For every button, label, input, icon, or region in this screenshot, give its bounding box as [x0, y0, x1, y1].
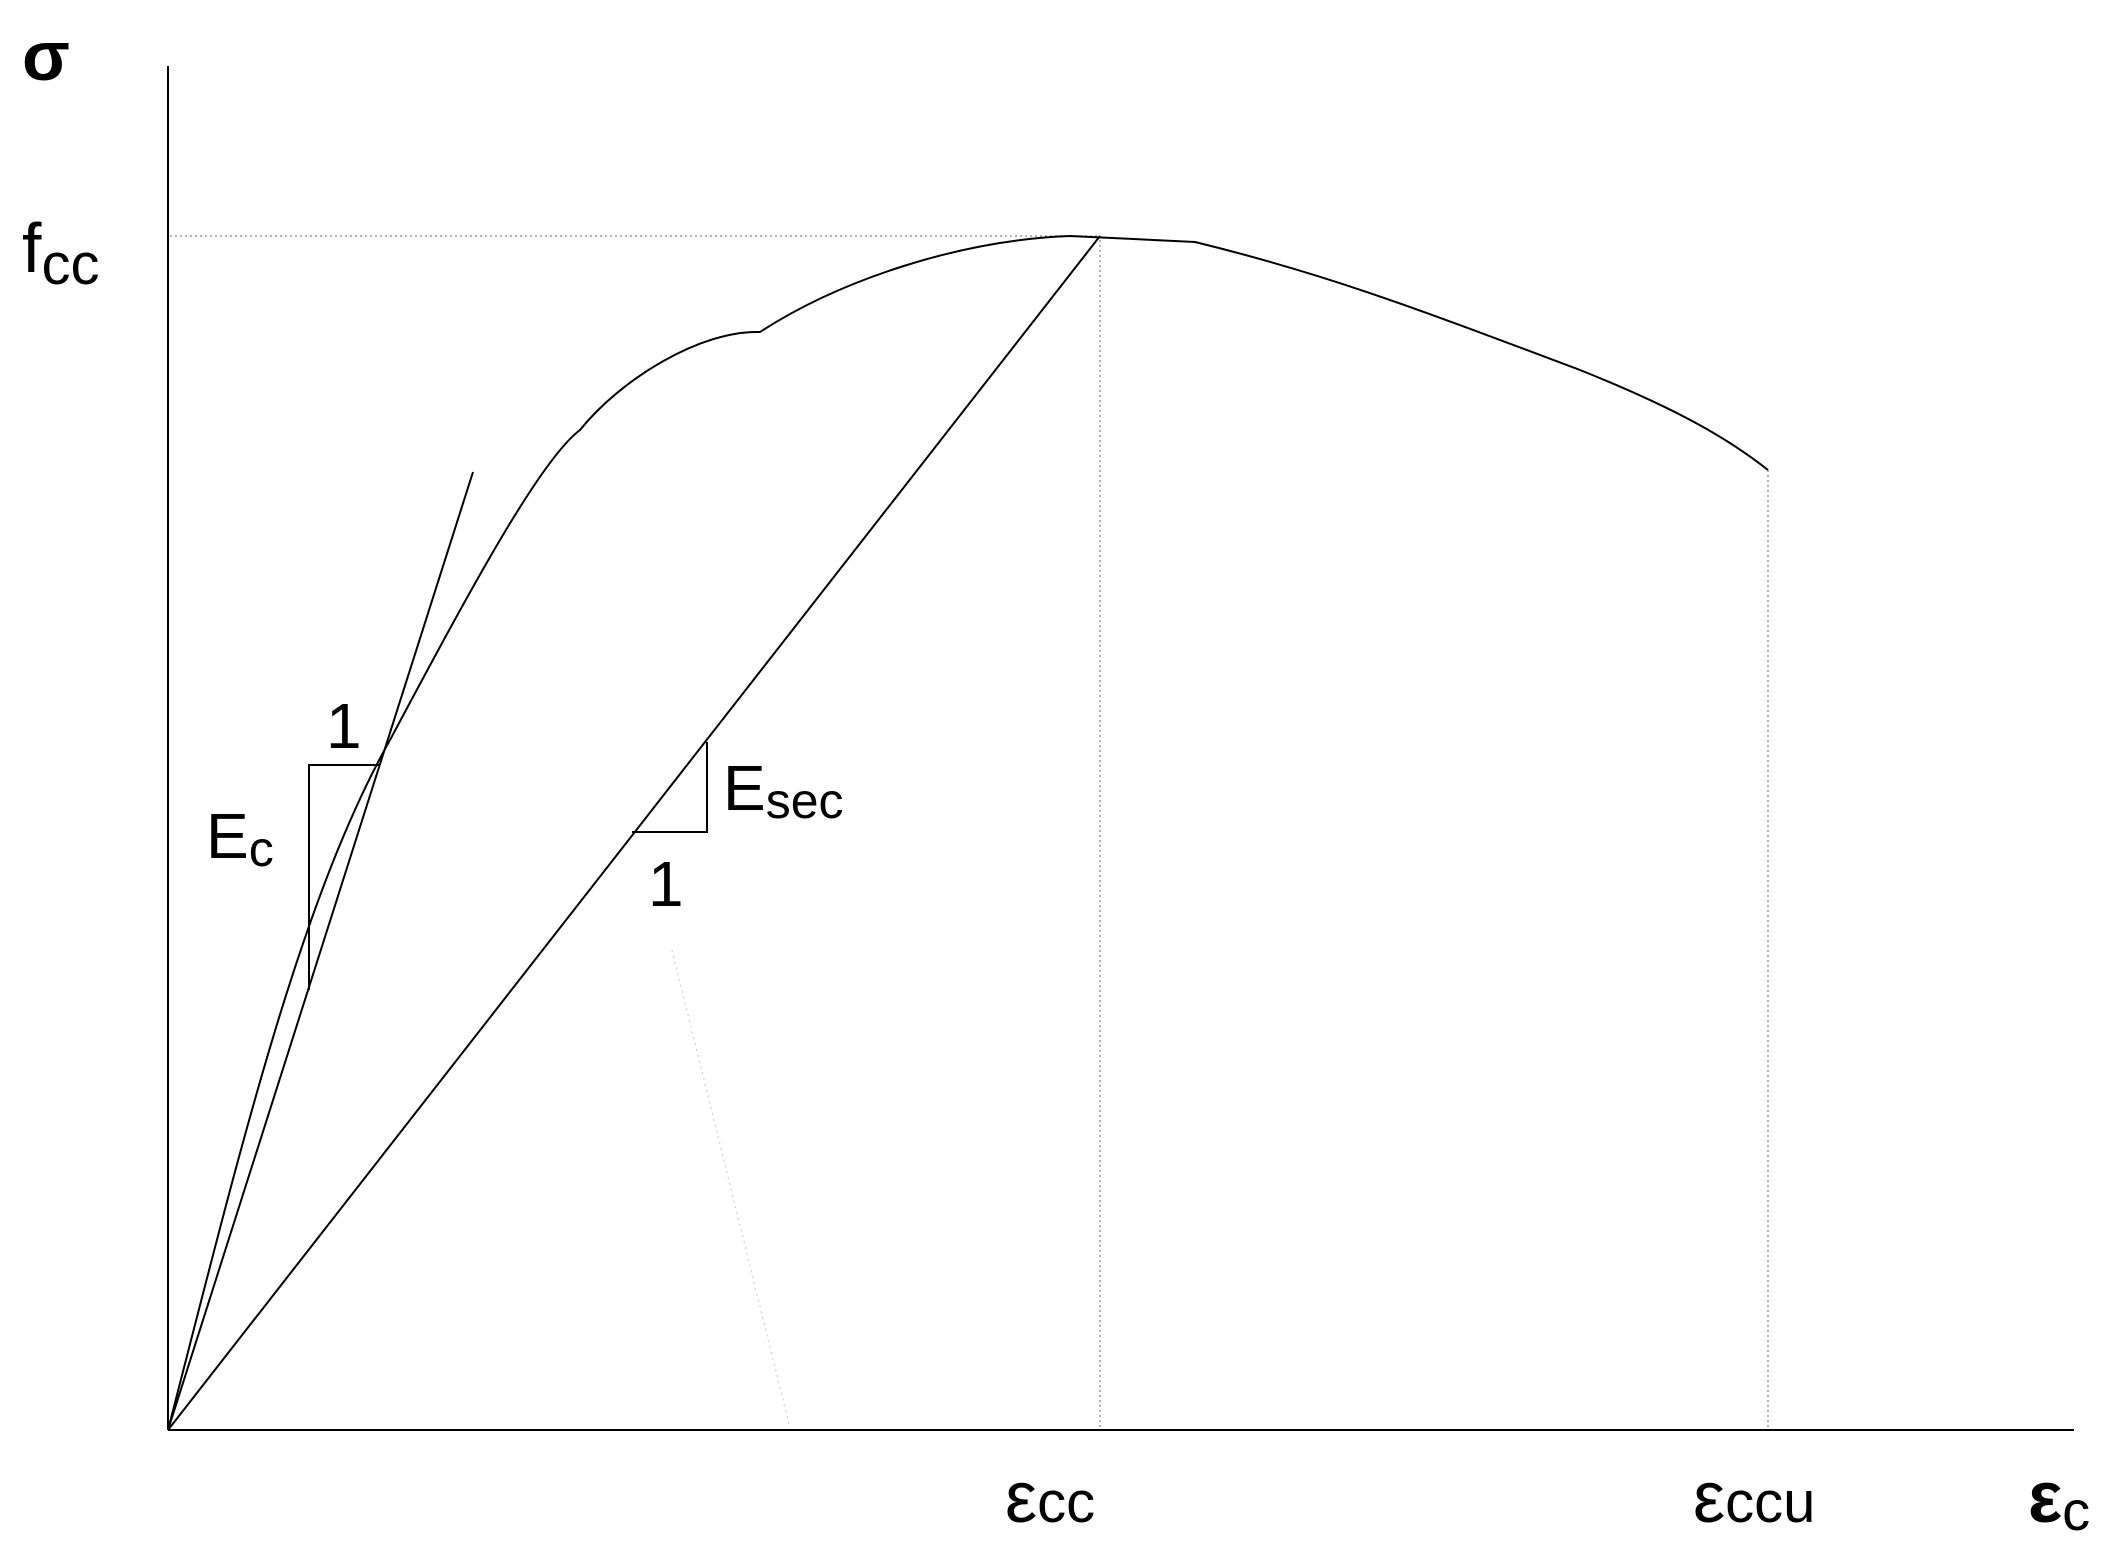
ecc-sub: cc — [1037, 1470, 1095, 1535]
ecc-main: ε — [1005, 1458, 1037, 1538]
x-axis-main: ε — [2028, 1458, 2062, 1538]
esec-main: E — [723, 752, 766, 824]
ec-main: E — [206, 800, 249, 872]
secant-slope-one: 1 — [648, 848, 684, 920]
tangent-slope-one: 1 — [326, 690, 362, 762]
y-axis-label: σ — [22, 17, 70, 95]
faint-artifact-line — [671, 949, 791, 1429]
secant-slope-triangle — [632, 742, 708, 833]
tangent-modulus-line — [167, 471, 474, 1431]
fcc-label: fcc — [22, 209, 99, 297]
ec-sub: c — [249, 821, 274, 877]
fcc-sub: cc — [41, 232, 99, 297]
x-axis-sub: c — [2062, 1479, 2090, 1542]
x-axis-label: εc — [2028, 1458, 2090, 1542]
tangent-slope-triangle — [308, 764, 380, 990]
eccu-sub: ccu — [1725, 1470, 1815, 1535]
eccu-label: εccu — [1693, 1458, 1815, 1538]
ecc-label: εcc — [1005, 1458, 1095, 1538]
ec-label: Ec — [206, 800, 274, 877]
fcc-main: f — [22, 209, 42, 287]
esec-label: Esec — [723, 752, 844, 829]
esec-sub: sec — [766, 773, 844, 829]
eccu-main: ε — [1693, 1458, 1725, 1538]
stress-strain-curve — [167, 234, 1769, 1431]
